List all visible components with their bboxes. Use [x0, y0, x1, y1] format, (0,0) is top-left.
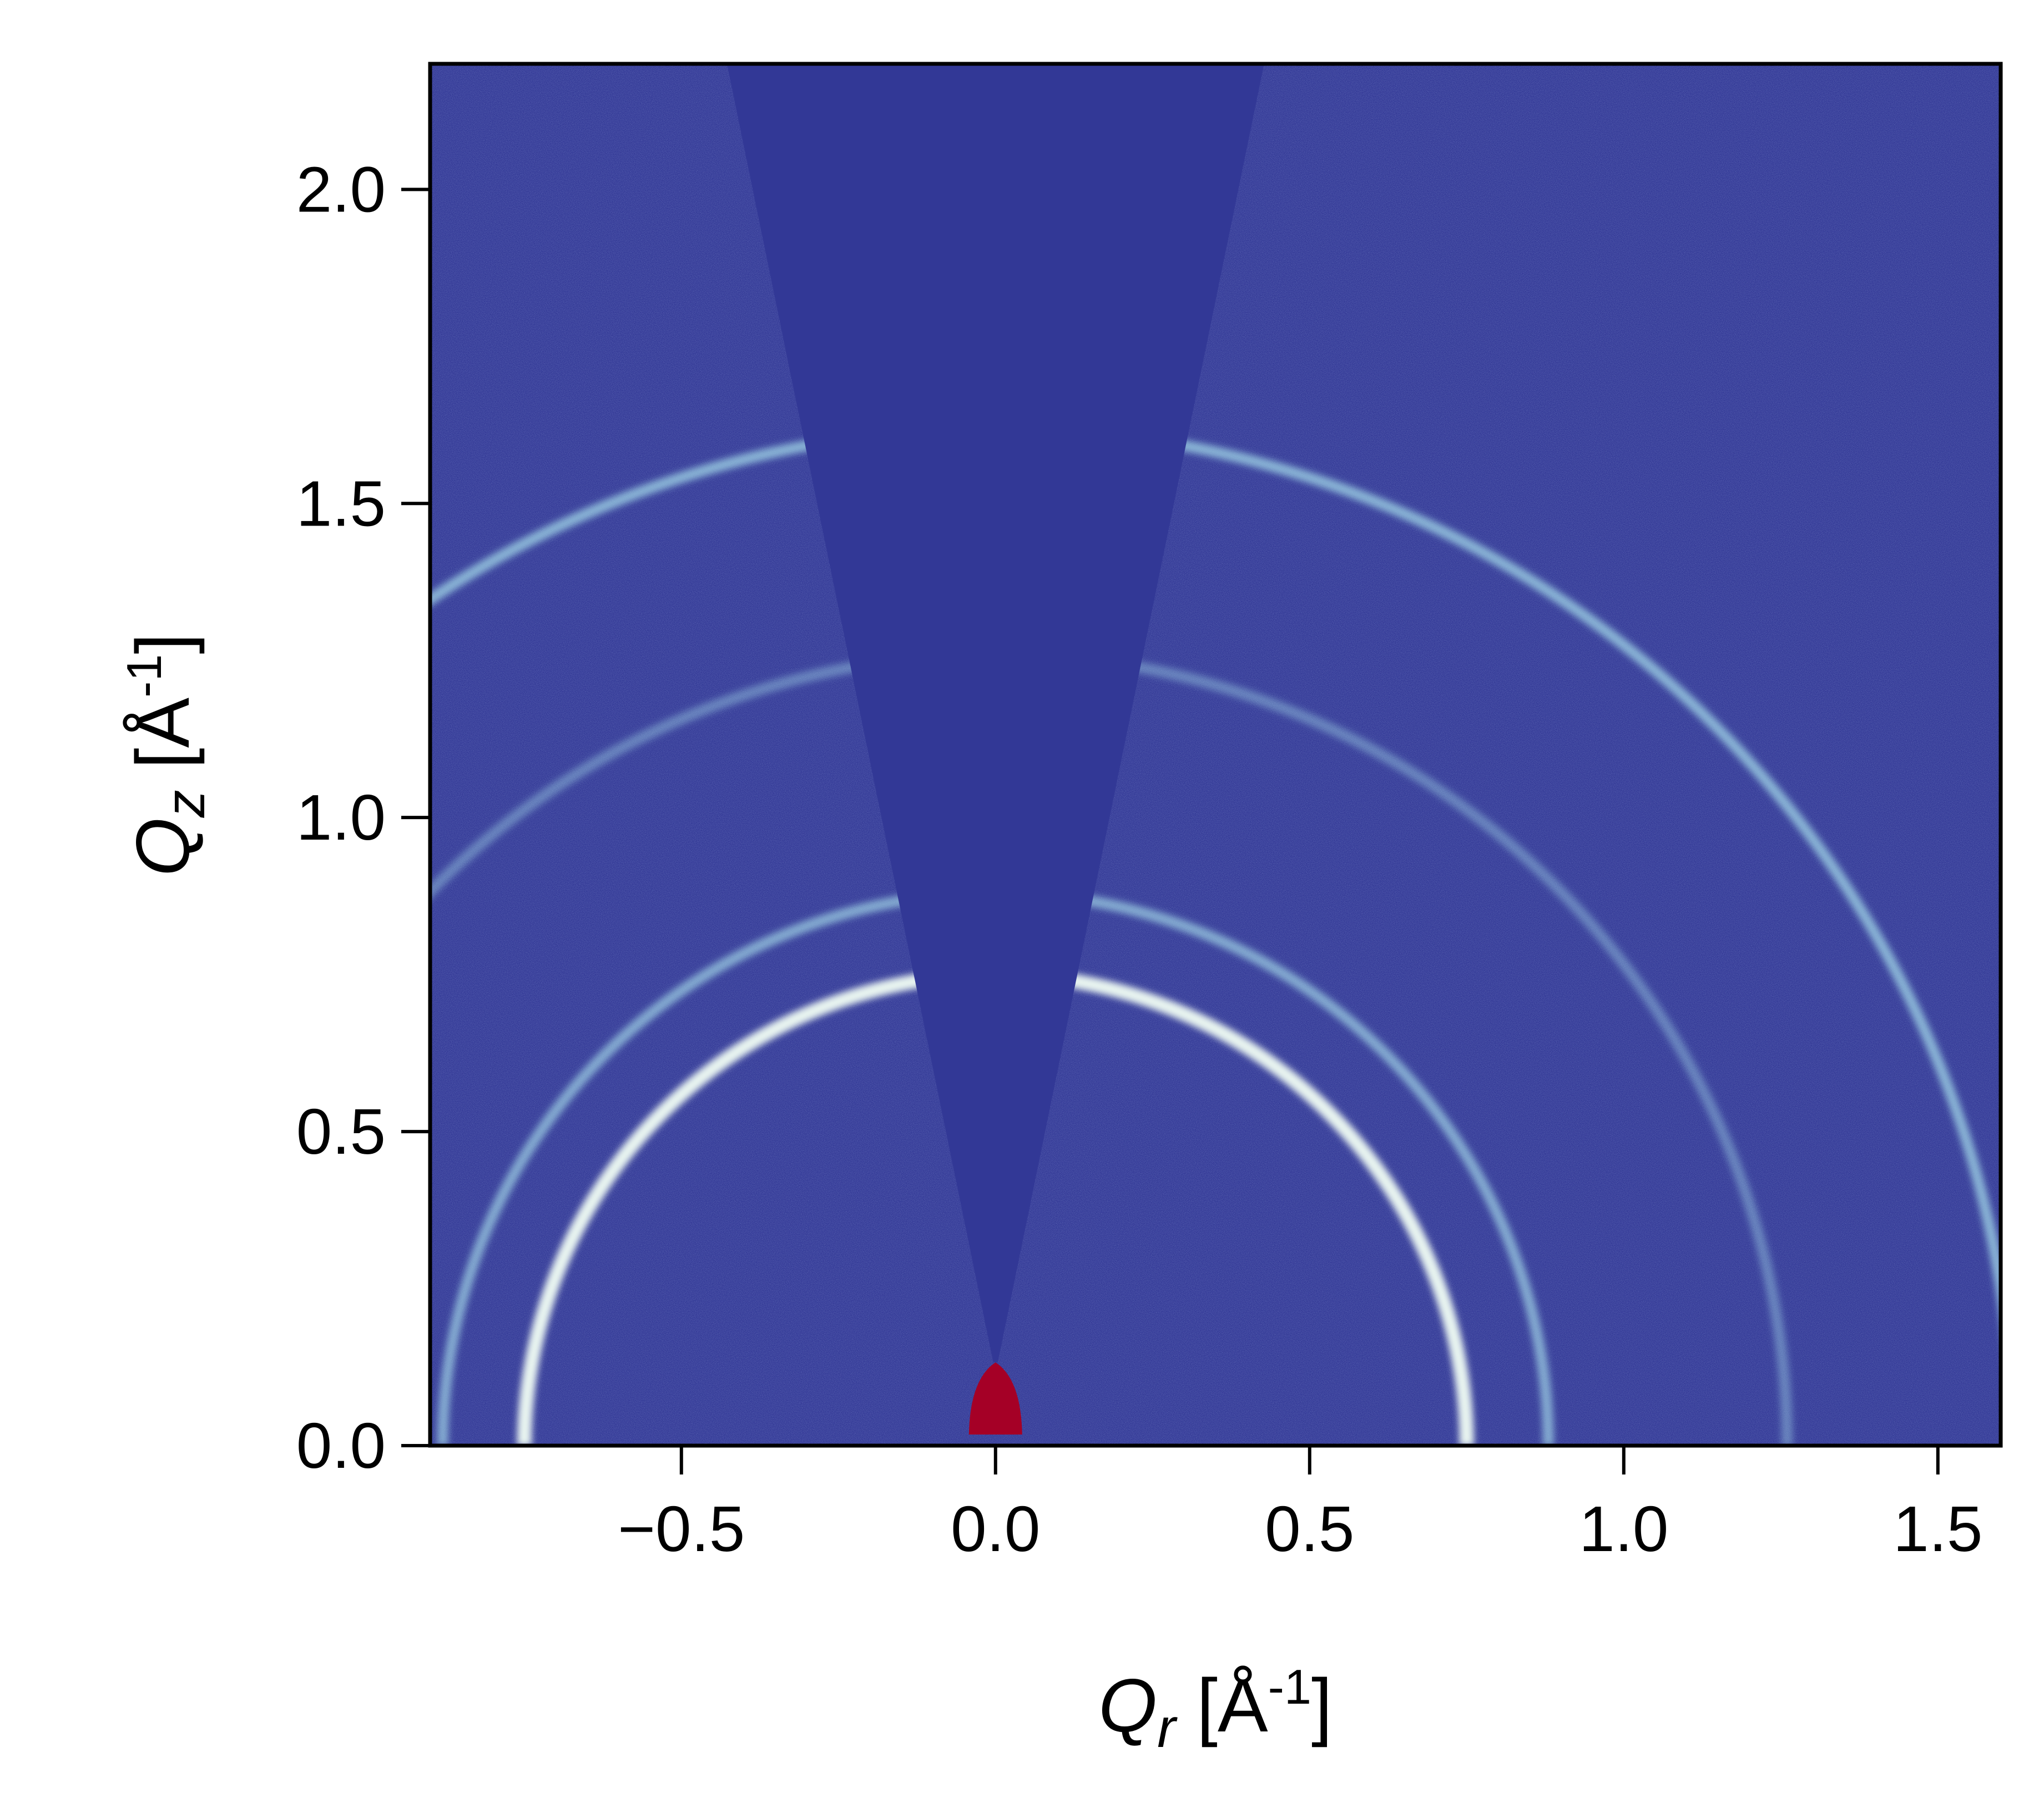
y-tick-label: 0.5	[296, 1095, 386, 1168]
specular-beam-spot	[968, 1362, 1022, 1435]
y-tick-label: 1.5	[296, 467, 386, 539]
x-tick-label: 1.0	[1579, 1493, 1668, 1565]
y-axis-label: Qz [Å-1]	[117, 633, 216, 876]
plot-frame	[428, 62, 2003, 1448]
y-tick-label: 2.0	[296, 153, 386, 225]
y-axis-ticks: 0.0 0.5 1.0 1.5 2.0	[296, 153, 430, 1482]
plot-area	[428, 62, 2003, 1448]
x-tick-label: 0.5	[1265, 1493, 1354, 1565]
x-axis-label: Qr [Å-1]	[1098, 1659, 1332, 1759]
x-tick-label: 1.5	[1893, 1493, 1982, 1565]
x-tick-label: 0.0	[951, 1493, 1040, 1565]
missing-wedge	[726, 64, 1264, 1362]
y-tick-label: 1.0	[296, 781, 386, 854]
x-tick-label: −0.5	[618, 1493, 745, 1565]
y-tick-label: 0.0	[296, 1410, 386, 1482]
x-axis-ticks: −0.5 0.0 0.5 1.0 1.5	[618, 1446, 1982, 1565]
